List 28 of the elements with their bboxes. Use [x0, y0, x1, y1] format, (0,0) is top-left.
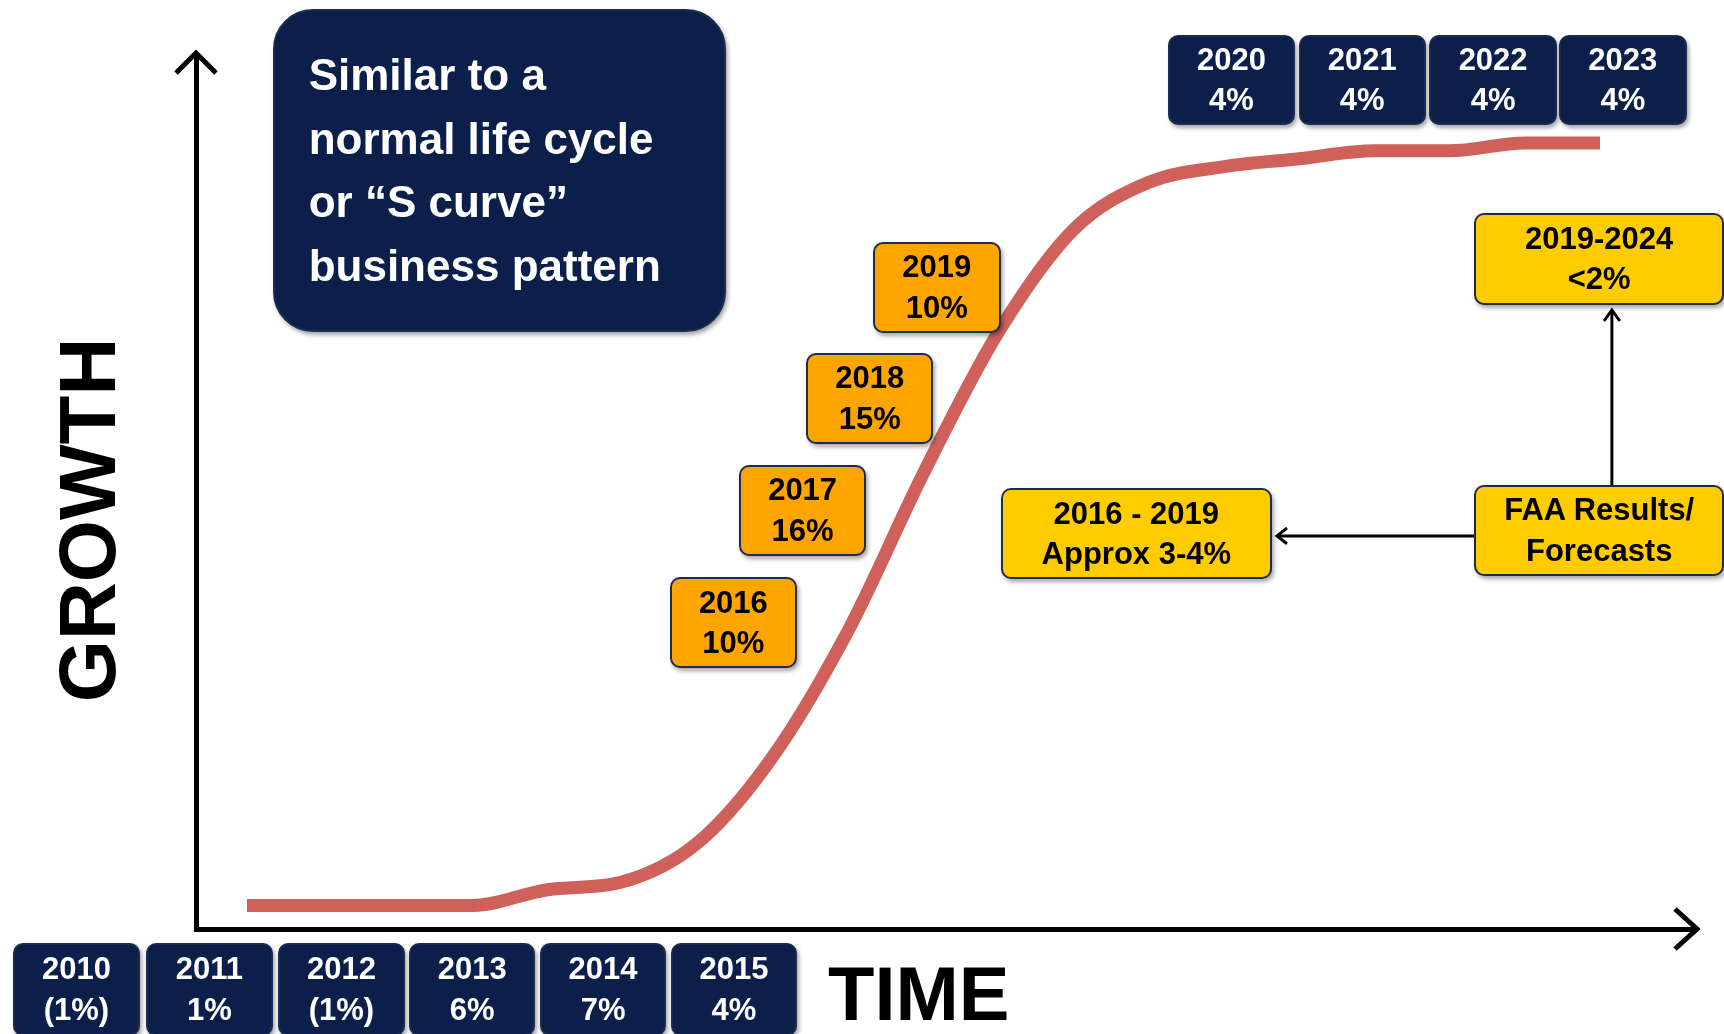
callout-box: 2018 15%: [805, 352, 934, 445]
callout-box: 2021 4%: [1298, 35, 1427, 126]
callout-box: 2011 1%: [146, 943, 273, 1034]
annotation: FAA Results/ Forecasts: [1504, 491, 1695, 570]
callout-box: 2015 4%: [670, 943, 798, 1034]
callout-box: Similar to a normal life cycle or “S curve” business pattern: [272, 8, 726, 333]
y-axis-title: GROWTH: [42, 337, 133, 703]
annotation: 2016 10%: [698, 583, 768, 662]
callout-box: 2020 4%: [1167, 35, 1296, 126]
callout-box: 2013 6%: [409, 943, 536, 1034]
annotation: 2016 - 2019 Approx 3-4%: [1041, 494, 1232, 573]
callout-box: 2016 10%: [669, 577, 798, 669]
callout-box: 2017 16%: [738, 465, 867, 557]
annotation: 2018 15%: [835, 359, 905, 438]
callout-box: 2012 (1%): [278, 943, 405, 1034]
callout-box: 2022 4%: [1429, 35, 1557, 126]
callout-box: FAA Results/ Forecasts: [1474, 484, 1724, 577]
x-axis-title: TIME: [828, 950, 1010, 1034]
callout-box: 2014 7%: [539, 943, 667, 1034]
annotation: 2019-2024 <2%: [1525, 219, 1674, 298]
callout-box: 2016 - 2019 Approx 3-4%: [1000, 488, 1273, 580]
callout-box: 2019 10%: [873, 241, 1001, 334]
annotation: Similar to a normal life cycle or “S curve” business pattern: [308, 48, 661, 293]
annotation: 2017 16%: [768, 471, 838, 550]
callout-box: 2019-2024 <2%: [1474, 213, 1724, 305]
annotation: 2019 10%: [902, 248, 972, 327]
callout-box: 2023 4%: [1559, 35, 1687, 126]
callout-box: 2010 (1%): [13, 943, 140, 1034]
